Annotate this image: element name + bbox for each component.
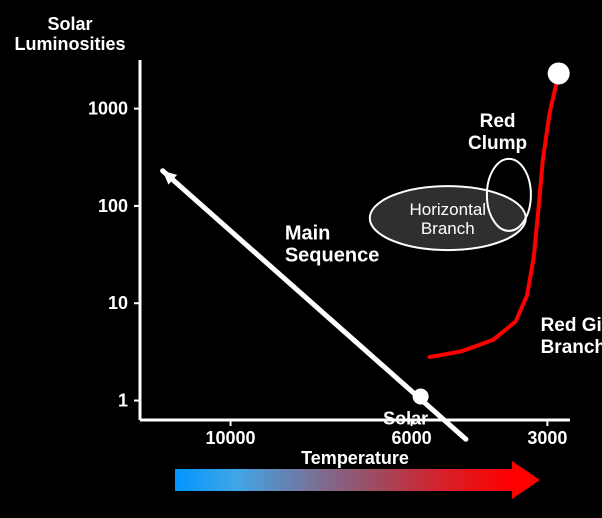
y-tick-label: 100: [98, 196, 128, 216]
red-clump-label: Clump: [468, 133, 527, 154]
y-axis-label: Luminosities: [14, 34, 125, 54]
horizontal-branch: HorizontalBranch: [370, 186, 526, 250]
y-tick-label: 10: [108, 293, 128, 313]
y-tick-label: 1: [118, 391, 128, 411]
horizontal-branch-label: Branch: [421, 219, 475, 238]
main-sequence-label: Main: [285, 223, 331, 245]
rgb-tip-point: [548, 62, 570, 84]
solar-label: Solar: [383, 409, 428, 429]
x-tick-label: 3000: [527, 428, 567, 448]
hr-diagram-svg: 11010010001000060003000SolarLuminosities…: [0, 0, 602, 518]
solar-point: [413, 389, 429, 405]
horizontal-branch-label: Horizontal: [410, 200, 487, 219]
main-sequence-label: Sequence: [285, 245, 379, 267]
red-clump-label: Red: [480, 111, 516, 132]
x-axis-label: Temperature: [301, 448, 409, 468]
y-axis-label: Solar: [47, 14, 92, 34]
red-giant-branch-label: Red Giant: [541, 315, 602, 336]
x-tick-label: 10000: [205, 428, 255, 448]
y-tick-label: 1000: [88, 99, 128, 119]
red-giant-branch-label: Branch: [541, 337, 602, 358]
temperature-arrow-bar: [175, 469, 512, 491]
x-tick-label: 6000: [392, 428, 432, 448]
